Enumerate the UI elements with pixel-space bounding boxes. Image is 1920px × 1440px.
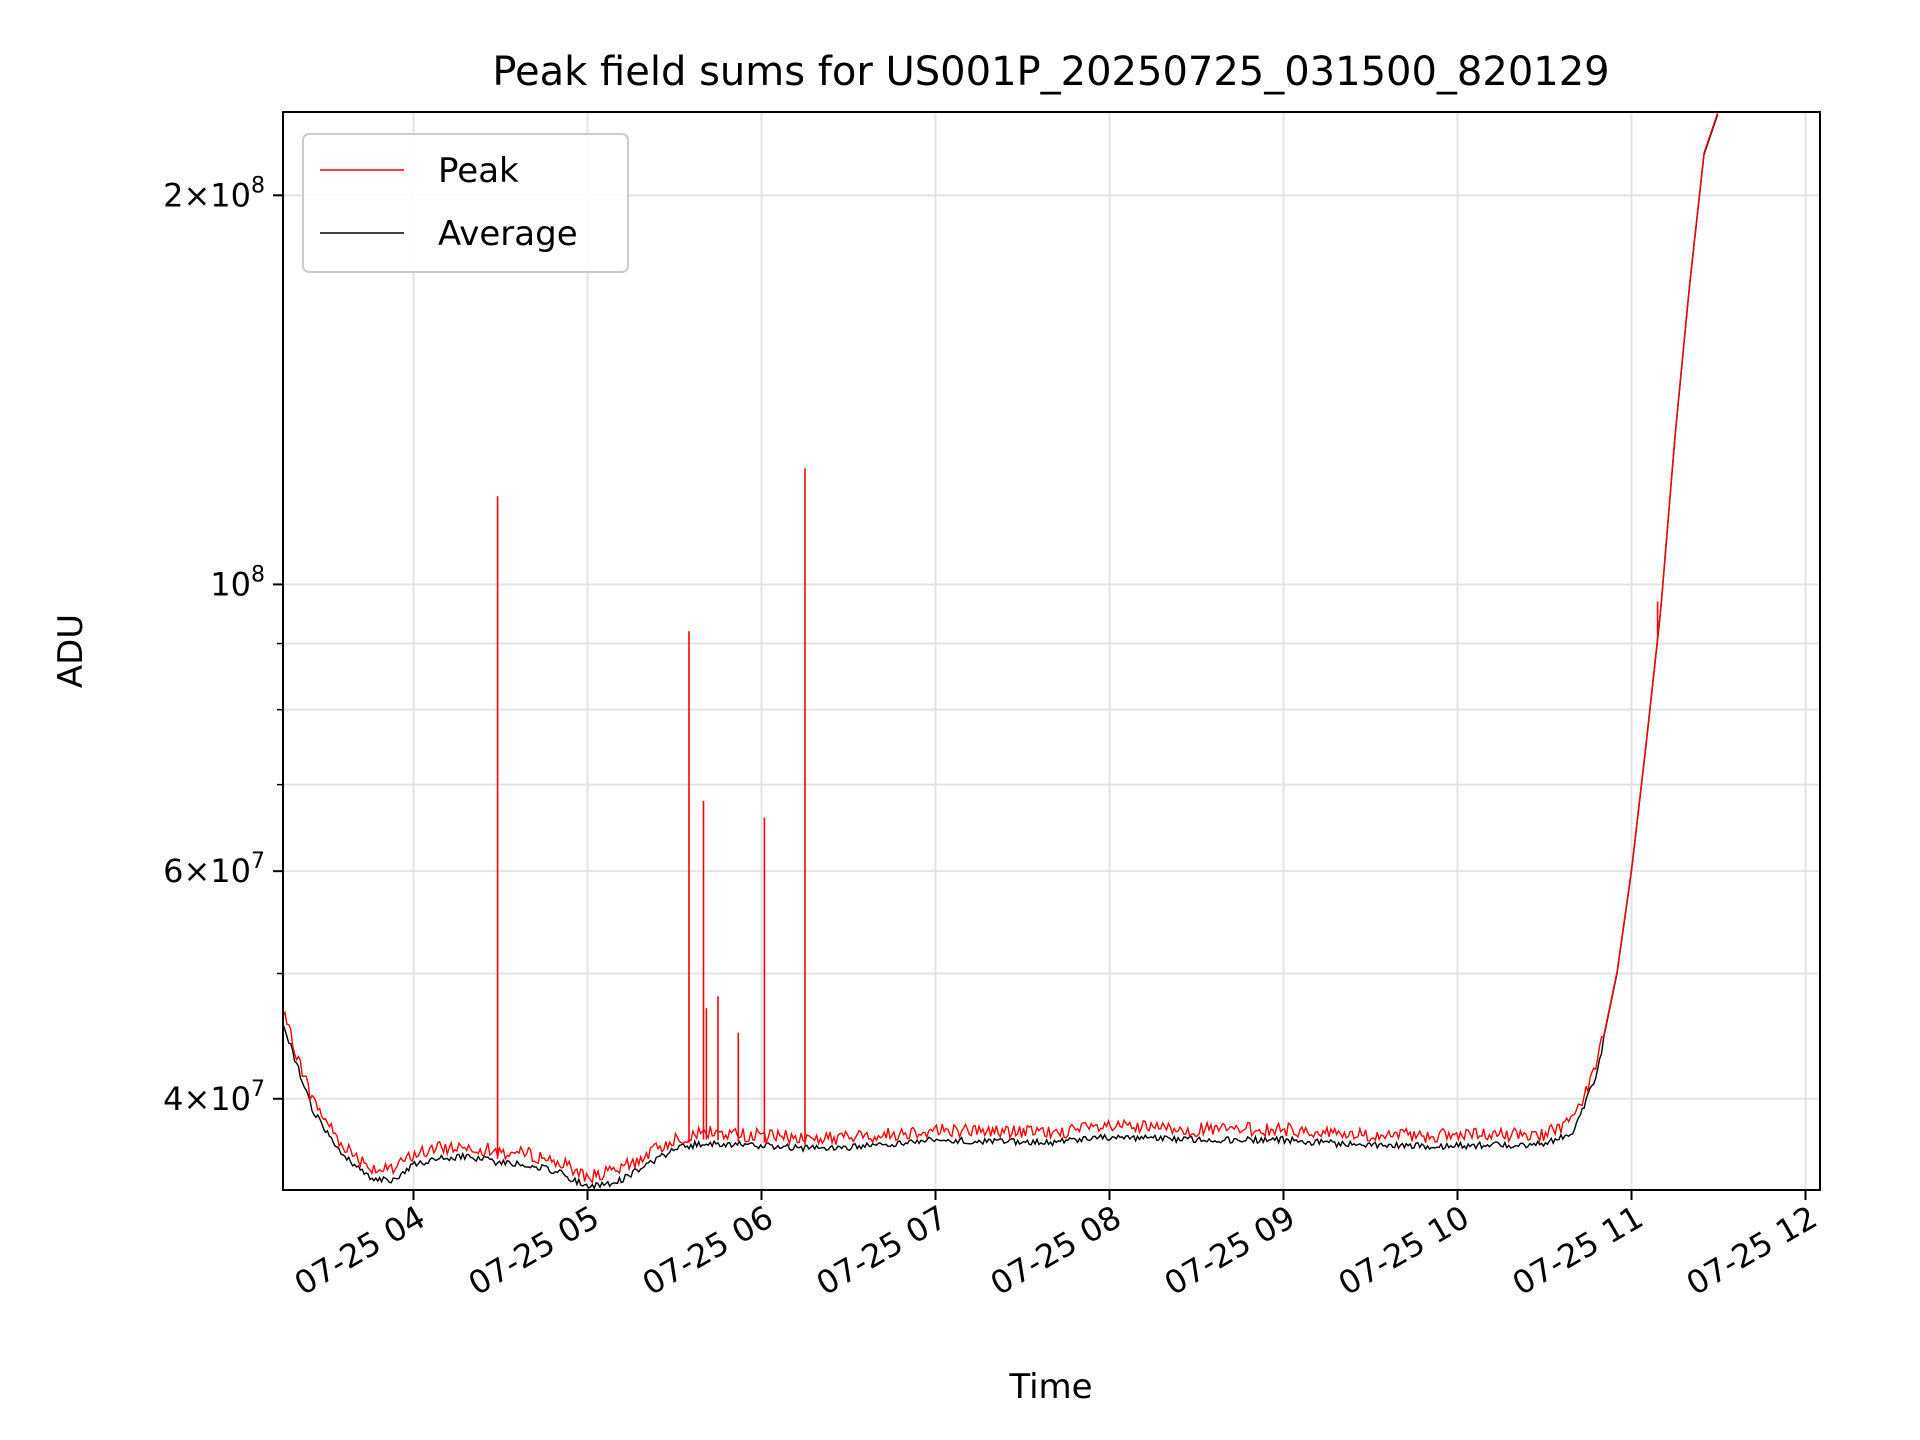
legend-label-average: Average bbox=[438, 214, 578, 254]
y-tick-label: 108 bbox=[210, 562, 265, 603]
legend-label-peak: Peak bbox=[438, 151, 519, 191]
y-axis-label: ADU bbox=[51, 614, 91, 688]
x-tick-label: 07-25 05 bbox=[462, 1198, 606, 1303]
plot-frame bbox=[282, 111, 1821, 1191]
grid bbox=[283, 112, 1820, 1190]
x-tick-label: 07-25 06 bbox=[636, 1198, 780, 1303]
y-tick-label: 4×107 bbox=[163, 1077, 265, 1118]
chart-title: Peak field sums for US001P_20250725_0315… bbox=[492, 49, 1609, 95]
legend: Peak Average bbox=[302, 133, 629, 273]
y-tick-label: 2×108 bbox=[163, 173, 265, 214]
x-tick-label: 07-25 08 bbox=[984, 1198, 1128, 1303]
series-average bbox=[283, 114, 1719, 1190]
y-axis: 4×107 6×107 108 2×108 bbox=[163, 173, 283, 1118]
average-line bbox=[283, 114, 1719, 1190]
x-tick-label: 07-25 07 bbox=[810, 1198, 954, 1303]
x-tick-label: 07-25 11 bbox=[1506, 1198, 1650, 1303]
legend-box bbox=[302, 133, 629, 273]
x-axis: 07-25 04 07-25 05 07-25 06 07-25 07 07-25 08… bbox=[288, 1190, 1824, 1303]
peak-line bbox=[283, 112, 1719, 1185]
x-tick-label: 07-25 12 bbox=[1680, 1198, 1824, 1303]
x-tick-label: 07-25 10 bbox=[1332, 1198, 1476, 1303]
x-axis-label: Time bbox=[1008, 1367, 1092, 1407]
series-peak bbox=[283, 112, 1719, 1185]
x-tick-label: 07-25 09 bbox=[1158, 1198, 1302, 1303]
y-tick-label: 6×107 bbox=[163, 849, 265, 890]
x-tick-label: 07-25 04 bbox=[288, 1198, 432, 1303]
